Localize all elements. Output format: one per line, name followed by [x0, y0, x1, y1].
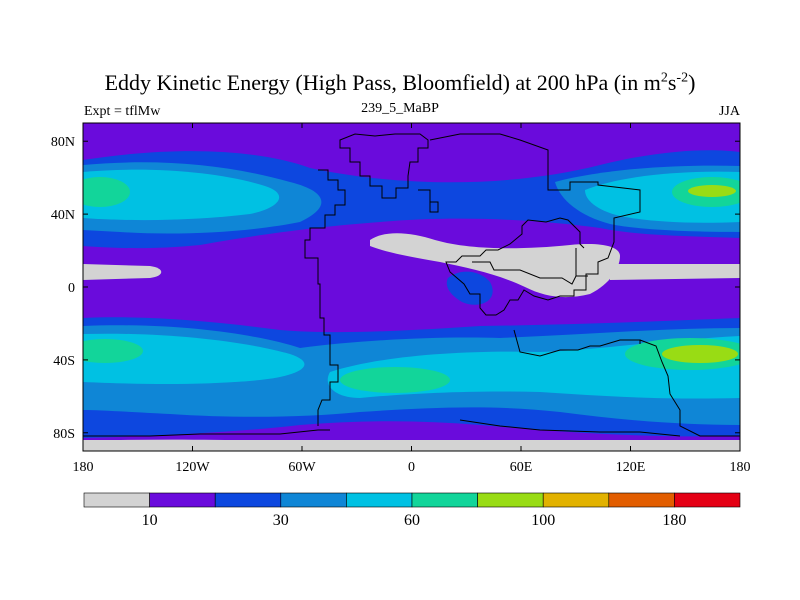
nh-upper-band-west — [83, 169, 280, 221]
low-eke-tropics-west — [83, 264, 162, 280]
colorbar-label-2: 60 — [404, 512, 420, 529]
experiment-label: Expt = tflMw — [84, 104, 161, 119]
colorbar-swatch-5 — [411, 492, 478, 508]
x-axis: 180 120W 60W 0 60E 120E 180 — [73, 123, 751, 475]
colorbar-label-1: 30 — [273, 512, 289, 529]
tropical-blue-patch — [446, 271, 493, 305]
y-axis: 80N 40N 0 40S 80S — [51, 135, 740, 442]
sh-peak-west — [83, 339, 143, 363]
colorbar-swatch-3 — [280, 492, 347, 508]
chart-title: Eddy Kinetic Energy (High Pass, Bloomfie… — [104, 70, 696, 95]
nh-spot — [252, 186, 258, 192]
y-tick-label-0: 80N — [51, 135, 75, 150]
y-tick-label-4: 80S — [53, 427, 75, 442]
colorbar-label-0: 10 — [142, 512, 158, 529]
colorbar-swatch-0 — [83, 492, 150, 508]
x-tick-label-0: 180 — [73, 460, 94, 475]
colorbar-label-4: 180 — [662, 512, 686, 529]
x-tick-label-6: 180 — [730, 460, 751, 475]
low-eke-tropics-east — [610, 264, 740, 280]
contour-map — [83, 123, 740, 451]
nh-max-east — [688, 185, 736, 197]
colorbar-swatch-9 — [674, 492, 741, 508]
colorbar: 10 30 60 100 180 — [83, 492, 741, 529]
low-eke-tropics-central — [370, 233, 620, 298]
x-tick-label-5: 120E — [616, 460, 646, 475]
y-tick-label-3: 40S — [53, 354, 75, 369]
x-tick-label-3: 0 — [408, 460, 415, 475]
low-eke-antarctic-edge — [83, 439, 740, 451]
sh-max-east — [662, 345, 738, 363]
chart-subtitle: 239_5_MaBP — [361, 101, 439, 116]
colorbar-label-3: 100 — [531, 512, 555, 529]
x-tick-label-4: 60E — [510, 460, 533, 475]
x-tick-label-1: 120W — [175, 460, 210, 475]
sh-peak-atlantic — [340, 367, 450, 393]
colorbar-swatch-2 — [214, 492, 282, 508]
colorbar-swatch-8 — [608, 492, 675, 508]
colorbar-swatch-4 — [346, 492, 413, 508]
colorbar-swatch-6 — [477, 492, 544, 508]
colorbar-swatch-1 — [149, 492, 216, 508]
y-tick-label-2: 0 — [68, 281, 75, 296]
coastlines — [83, 133, 740, 437]
y-tick-label-1: 40N — [51, 208, 75, 223]
colorbar-swatch-7 — [542, 492, 610, 508]
season-label: JJA — [718, 104, 740, 119]
x-tick-label-2: 60W — [288, 460, 316, 475]
nh-peak-west — [83, 177, 130, 207]
